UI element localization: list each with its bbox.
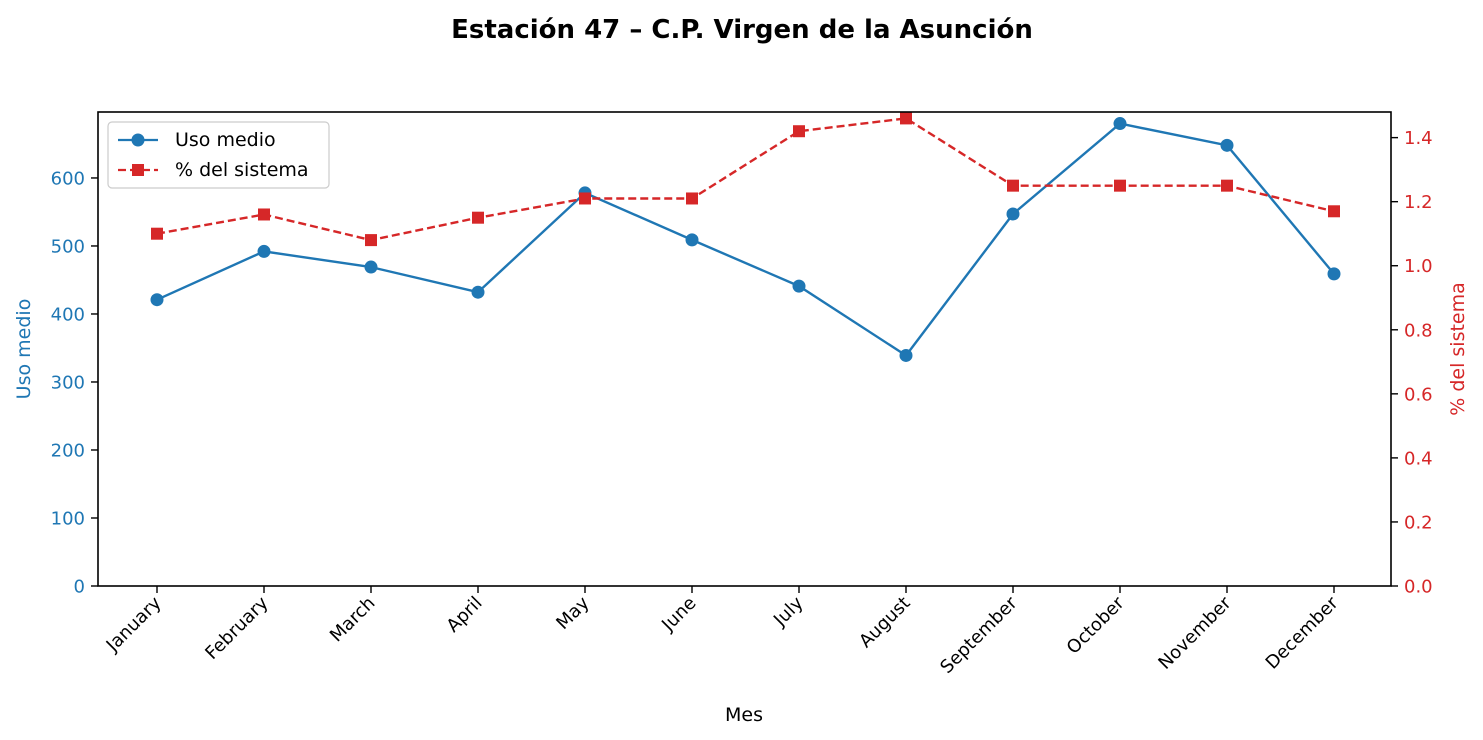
right-axis-tick-label: 1.4 [1404, 128, 1433, 149]
series-layer [150, 112, 1341, 362]
left-axis-tick-label: 0 [74, 577, 85, 598]
x-axis-tick-label: August [855, 593, 914, 652]
x-axis-tick-label: January [102, 592, 166, 656]
right-axis: 0.0 0.2 0.4 0.6 0.8 1.0 1.2 1.4 [1391, 128, 1433, 598]
x-axis-tick-label: June [657, 593, 700, 636]
x-axis-tick-label: July [769, 592, 808, 631]
x-axis-tick-label: April [443, 593, 487, 637]
right-axis-tick-label: 0.2 [1404, 512, 1433, 533]
left-axis-tick-label: 600 [51, 168, 85, 189]
data-point-circle [364, 260, 378, 274]
data-point-circle [1113, 117, 1127, 131]
right-axis-tick-label: 1.2 [1404, 192, 1433, 213]
chart-title: Estación 47 – C.P. Virgen de la Asunción [451, 15, 1033, 45]
legend-box [107, 121, 330, 189]
x-axis-tick-label: February [201, 592, 272, 663]
series-line-0 [156, 122, 1335, 358]
left-axis-tick-label: 200 [51, 440, 85, 461]
series-line-1 [156, 117, 1335, 242]
data-point-circle [257, 244, 271, 258]
data-point-circle [1006, 207, 1020, 221]
data-point-circle [1220, 138, 1234, 152]
right-axis-label: % del sistema [1447, 282, 1469, 416]
data-point-square [686, 192, 698, 205]
data-point-circle [471, 285, 485, 299]
x-axis-tick-label: September [936, 592, 1022, 678]
x-axis: January February March April May June July Augu… [102, 586, 1343, 678]
x-axis-tick-label: December [1262, 592, 1343, 673]
data-point-square [258, 208, 270, 221]
legend-label-uso-medio: Uso medio [175, 129, 276, 151]
data-point-circle [792, 279, 806, 293]
right-axis-tick-label: 1.0 [1404, 256, 1433, 277]
left-axis-tick-label: 500 [51, 236, 85, 257]
data-point-square [1114, 179, 1126, 192]
left-axis-tick-label: 400 [51, 304, 85, 325]
data-point-square [1328, 205, 1340, 218]
right-axis-tick-label: 0.0 [1404, 577, 1433, 598]
legend-marker-square-icon [132, 164, 144, 176]
x-axis-tick-label: October [1063, 592, 1129, 658]
data-point-square [365, 234, 377, 247]
right-axis-tick-label: 0.4 [1404, 448, 1433, 469]
x-axis-label: Mes [725, 704, 763, 726]
right-axis-tick-label: 0.8 [1404, 320, 1433, 341]
left-axis: 0 100 200 300 400 500 600 [51, 168, 98, 598]
x-axis-tick-label: November [1154, 592, 1235, 673]
data-point-circle [685, 233, 699, 247]
data-point-square [1221, 179, 1233, 192]
data-point-circle [1327, 267, 1341, 281]
data-point-square [1007, 179, 1019, 192]
data-point-square [900, 112, 912, 125]
plot-frame [97, 111, 1392, 587]
legend-marker-circle-icon [131, 133, 145, 147]
legend: Uso medio % del sistema [107, 121, 330, 189]
x-axis-tick-label: May [552, 592, 593, 633]
left-axis-tick-label: 300 [51, 372, 85, 393]
data-point-square [793, 125, 805, 138]
x-axis-tick-label: March [326, 593, 380, 647]
left-axis-tick-label: 100 [51, 508, 85, 529]
data-point-square [579, 192, 591, 205]
legend-label-pct-sistema: % del sistema [175, 159, 309, 181]
data-point-square [151, 227, 163, 240]
right-axis-tick-label: 0.6 [1404, 384, 1433, 405]
left-axis-label: Uso medio [13, 299, 35, 400]
data-point-square [472, 211, 484, 224]
legend-entry-uso-medio: Uso medio [118, 129, 276, 151]
data-point-circle [150, 293, 164, 307]
legend-entry-pct-sistema: % del sistema [118, 159, 309, 181]
data-point-circle [899, 348, 913, 362]
